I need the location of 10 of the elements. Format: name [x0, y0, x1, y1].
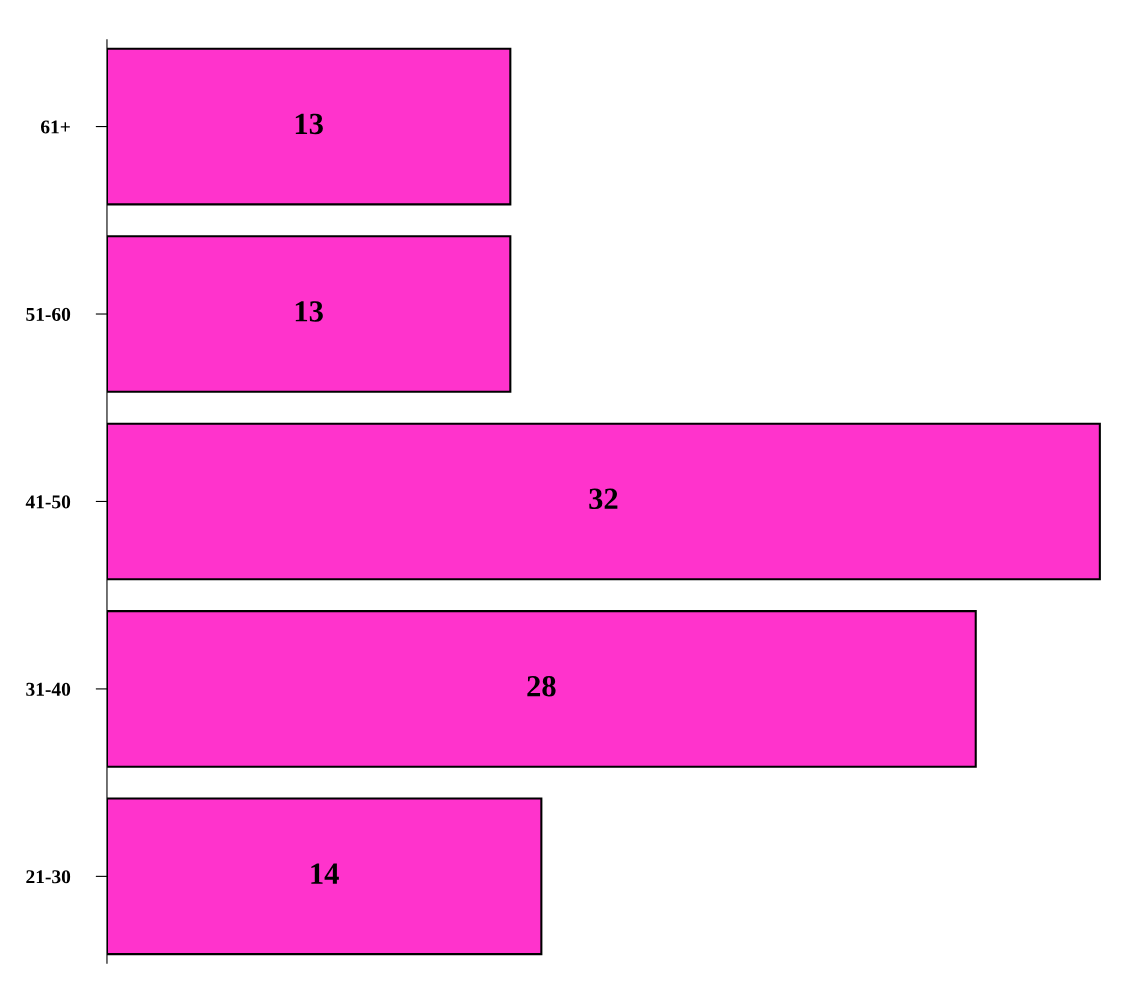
data-label: 14	[311, 863, 339, 884]
y-tick-label: 21-30	[26, 870, 71, 884]
data-label: 28	[527, 675, 556, 697]
y-tick-label: 51-60	[26, 307, 71, 321]
data-label: 13	[295, 113, 323, 135]
y-tick-label: 41-50	[25, 495, 71, 509]
data-label: 32	[589, 488, 618, 510]
y-tick-label: 31-40	[26, 682, 71, 696]
y-tick-label: 61+	[41, 120, 70, 134]
data-label: 13	[295, 301, 323, 322]
